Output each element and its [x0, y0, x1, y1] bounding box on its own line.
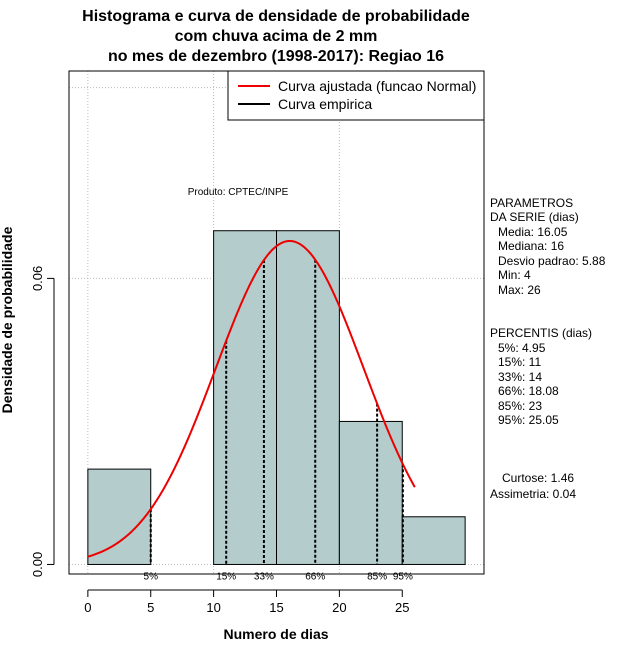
percentile-label: 33% — [254, 571, 274, 582]
title-line-2: com chuva acima de 2 mm — [175, 28, 378, 45]
param-heading-2: DA SERIE (dias) — [490, 210, 579, 224]
y-tick-label: 0.06 — [30, 266, 45, 291]
percentil-66: 66%: 18.08 — [498, 384, 559, 398]
legend-empirical-label: Curva empirica — [278, 96, 372, 112]
side-panel: PARAMETROS DA SERIE (dias) Media: 16.05 … — [490, 196, 606, 501]
percentil-95: 95%: 25.05 — [498, 413, 559, 427]
legend-fit-label: Curva ajustada (funcao Normal) — [278, 78, 476, 94]
histogram-bar — [87, 468, 152, 565]
histogram-bar — [401, 516, 466, 565]
axes-layer: 0 5 10 15 20 25 0.00 0.06 — [30, 266, 409, 615]
percentis-heading: PERCENTIS (dias) — [490, 326, 592, 340]
percentile-lines-layer: 5% 15% 33% 66% 85% 95% — [144, 230, 413, 582]
histogram-bar — [276, 230, 340, 565]
normal-fit-curve — [87, 239, 416, 558]
y-tick-label: 0.00 — [30, 552, 45, 577]
product-annotation: Produto: CPTEC/INPE — [188, 187, 289, 198]
percentile-label: 85% — [367, 571, 387, 582]
param-heading-1: PARAMETROS — [490, 196, 573, 210]
percentil-15: 15%: 11 — [498, 355, 541, 369]
param-min: Min: 4 — [498, 268, 531, 282]
percentile-label: 5% — [144, 571, 159, 582]
param-desvio: Desvio padrao: 5.88 — [498, 254, 606, 268]
param-mediana: Mediana: 16 — [498, 239, 564, 253]
curtose: Curtose: 1.46 — [502, 471, 574, 485]
percentil-85: 85%: 23 — [498, 399, 542, 413]
assimetria: Assimetria: 0.04 — [490, 487, 576, 501]
legend: Curva ajustada (funcao Normal) Curva emp… — [227, 70, 485, 121]
percentile-label: 95% — [393, 571, 413, 582]
chart-title: Histograma e curva de densidade de proba… — [82, 8, 470, 65]
percentil-5: 5%: 4.95 — [498, 341, 546, 355]
x-tick-label: 20 — [332, 600, 346, 615]
y-axis-label: Densidade de probabilidade — [0, 226, 15, 413]
percentile-label: 15% — [216, 571, 236, 582]
legend-box — [227, 70, 485, 121]
x-tick-label: 0 — [84, 600, 91, 615]
histogram-bar — [338, 420, 403, 565]
title-line-3: no mes de dezembro (1998-2017): Regiao 1… — [108, 48, 444, 65]
percentile-label: 66% — [305, 571, 325, 582]
fit-curve-layer — [87, 239, 416, 558]
title-line-1: Histograma e curva de densidade de proba… — [82, 8, 470, 25]
x-tick-label: 25 — [395, 600, 409, 615]
x-axis-label: Numero de dias — [223, 626, 328, 642]
param-max: Max: 26 — [498, 283, 541, 297]
histogram-bar — [213, 230, 278, 565]
x-tick-label: 5 — [147, 600, 154, 615]
x-tick-label: 10 — [206, 600, 220, 615]
percentil-33: 33%: 14 — [498, 370, 542, 384]
x-tick-label: 15 — [269, 600, 283, 615]
bars-layer — [87, 230, 466, 565]
param-media: Media: 16.05 — [498, 225, 568, 239]
